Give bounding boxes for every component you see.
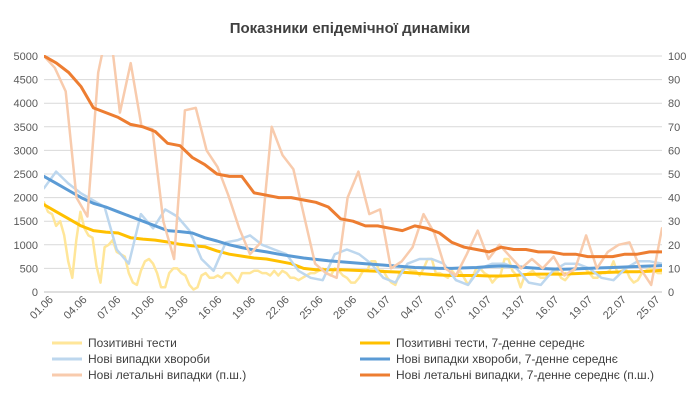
x-tick-label: 22.07 [601,294,629,322]
x-tick-label: 10.06 [129,294,157,322]
x-tick-label: 07.07 [432,294,460,322]
x-tick-label: 28.06 [331,294,359,322]
series-line-1 [44,203,662,278]
y-left-tick-label: 3500 [14,122,38,134]
y-right-tick-label: 60 [668,145,680,157]
y-left-tick-label: 4500 [14,75,38,87]
legend-label-4: Нові летальні випадки (п.ш.) [88,368,246,382]
x-tick-label: 25.07 [635,294,663,322]
y-left-tick-label: 500 [20,263,38,275]
x-tick-label: 22.06 [264,294,292,322]
y-left-tick-label: 0 [32,287,38,299]
x-tick-label: 01.07 [365,294,393,322]
x-tick-label: 10.07 [466,294,494,322]
y-left-tick-label: 1500 [14,216,38,228]
y-right-tick-label: 0 [668,287,674,299]
axis-layer: 0500100015002000250030003500400045005000… [14,51,687,322]
x-tick-label: 16.07 [534,294,562,322]
y-left-tick-label: 1000 [14,240,38,252]
y-right-tick-label: 20 [668,240,680,252]
legend-label-3: Нові випадки хвороби, 7-денне середнє [396,352,618,366]
y-right-tick-label: 10 [668,263,680,275]
series-layer [44,55,662,291]
grid-layer [44,55,662,293]
chart-title: Показники епідемічної динаміки [230,20,471,37]
y-right-tick-label: 50 [668,169,680,181]
y-right-tick-label: 70 [668,122,680,134]
x-tick-label: 07.06 [95,294,123,322]
y-right-tick-label: 90 [668,75,680,87]
y-right-tick-label: 80 [668,98,680,110]
legend-label-2: Нові випадки хвороби [88,352,210,366]
x-tick-label: 16.06 [196,294,224,322]
legend-layer: Позитивні тести Позитивні тести, 7-денне … [52,336,654,382]
y-right-tick-label: 40 [668,193,680,205]
y-left-tick-label: 3000 [14,145,38,157]
y-left-tick-label: 2500 [14,169,38,181]
x-tick-label: 19.07 [567,294,595,322]
y-left-tick-label: 5000 [14,51,38,63]
x-tick-label: 13.07 [500,294,528,322]
series-line-5 [44,55,662,259]
y-right-tick-label: 100 [668,51,686,63]
x-tick-label: 13.06 [163,294,191,322]
x-tick-label: 25.06 [298,294,326,322]
x-tick-label: 19.06 [230,294,258,322]
series-line-3 [44,174,662,271]
legend-label-1: Позитивні тести, 7-денне середнє [396,336,585,350]
x-tick-label: 04.06 [62,294,90,322]
legend-label-0: Позитивні тести [88,336,177,350]
y-left-tick-label: 2000 [14,193,38,205]
y-left-tick-label: 4000 [14,98,38,110]
x-tick-label: 04.07 [399,294,427,322]
series-line-0 [44,201,662,291]
y-right-tick-label: 30 [668,216,680,228]
legend-label-5: Нові летальні випадки, 7-денне середнє (… [396,368,654,382]
